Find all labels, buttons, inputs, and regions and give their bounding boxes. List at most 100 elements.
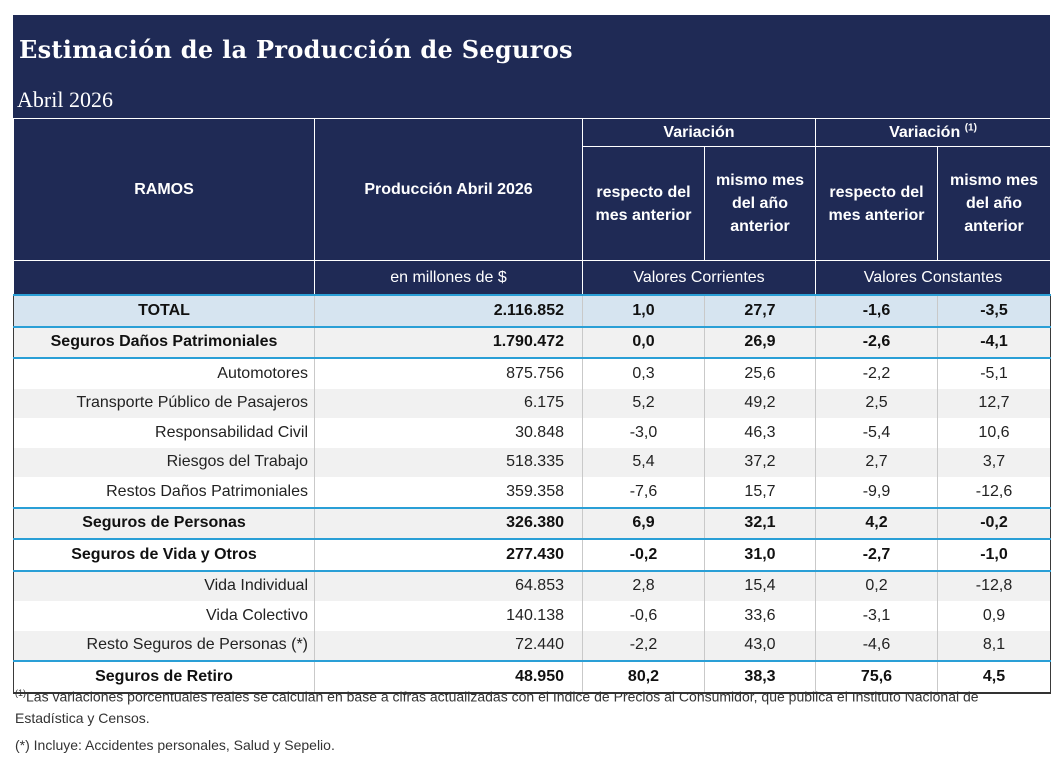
cell-real-mes: 2,7 — [815, 447, 938, 477]
cell-real-anio: 3,7 — [937, 447, 1051, 477]
footnotes: (1)Las variaciones porcentuales reales s… — [15, 683, 1045, 756]
cell-var-anio: 15,4 — [704, 569, 816, 601]
cell-real-anio: -0,2 — [937, 506, 1051, 539]
cell-real-anio: 8,1 — [937, 630, 1051, 661]
cell-var-mes: 6,9 — [582, 506, 705, 539]
footnote-2: (*) Incluye: Accidentes personales, Salu… — [15, 736, 335, 753]
cell-var-anio: 49,2 — [704, 388, 816, 418]
cell-var-mes: 2,8 — [582, 569, 705, 601]
cell-ramo: TOTAL — [13, 294, 315, 327]
group-header-variacion: Variación — [582, 118, 816, 147]
cell-real-mes: -2,7 — [815, 538, 938, 571]
col-header-ramos: RAMOS — [13, 118, 315, 261]
cell-produccion: 6.175 — [314, 388, 583, 418]
col-header-respecto-real: respecto del mes anterior — [815, 146, 938, 261]
cell-real-anio: -5,1 — [937, 357, 1051, 389]
cell-var-anio: 32,1 — [704, 506, 816, 539]
cell-real-mes: 4,2 — [815, 506, 938, 539]
cell-real-anio: 4,5 — [937, 660, 1051, 694]
table-row: Automotores 875.756 0,3 25,6 -2,2 -5,1 — [13, 357, 1051, 389]
cell-ramo: Responsabilidad Civil — [13, 418, 315, 448]
col-header-mismo: mismo mes del año anterior — [704, 146, 816, 261]
cell-produccion: 518.335 — [314, 447, 583, 477]
cell-var-mes: -3,0 — [582, 418, 705, 448]
report-header: Estimación de la Producción de Seguros A… — [13, 15, 1050, 118]
cell-ramo: Vida Individual — [13, 569, 315, 601]
cell-var-mes: 1,0 — [582, 294, 705, 327]
cell-real-anio: -1,0 — [937, 538, 1051, 571]
cell-produccion: 359.358 — [314, 477, 583, 508]
cell-var-anio: 38,3 — [704, 660, 816, 694]
cell-real-mes: -1,6 — [815, 294, 938, 327]
report-period: Abril 2026 — [17, 87, 113, 112]
cell-produccion: 72.440 — [314, 630, 583, 661]
cell-ramo: Riesgos del Trabajo — [13, 447, 315, 477]
cell-var-anio: 26,9 — [704, 325, 816, 358]
cell-real-mes: -5,4 — [815, 418, 938, 448]
cell-real-anio: 0,9 — [937, 601, 1051, 631]
cell-real-mes: -9,9 — [815, 477, 938, 508]
cell-var-mes: -7,6 — [582, 477, 705, 508]
cell-ramo: Seguros Daños Patrimoniales — [13, 325, 315, 358]
cell-var-mes: -2,2 — [582, 630, 705, 661]
cell-var-anio: 43,0 — [704, 630, 816, 661]
cell-var-anio: 37,2 — [704, 447, 816, 477]
table-row: Vida Individual 64.853 2,8 15,4 0,2 -12,… — [13, 569, 1051, 601]
table-row-group: Seguros Daños Patrimoniales 1.790.472 0,… — [13, 325, 1051, 358]
table-row-group: Seguros de Vida y Otros 277.430 -0,2 31,… — [13, 538, 1051, 571]
cell-var-mes: 0,0 — [582, 325, 705, 358]
cell-var-anio: 31,0 — [704, 538, 816, 571]
cell-produccion: 277.430 — [314, 538, 583, 571]
cell-produccion: 2.116.852 — [314, 294, 583, 327]
col-header-respecto: respecto del mes anterior — [582, 146, 705, 261]
unit-blank — [13, 260, 315, 296]
cell-produccion: 875.756 — [314, 357, 583, 389]
cell-real-mes: -2,2 — [815, 357, 938, 389]
table-row-total: TOTAL 2.116.852 1,0 27,7 -1,6 -3,5 — [13, 294, 1051, 327]
group-header-variacion-real: Variación (1) — [815, 118, 1051, 147]
cell-produccion: 48.950 — [314, 660, 583, 694]
cell-ramo: Resto Seguros de Personas (*) — [13, 630, 315, 661]
cell-var-anio: 46,3 — [704, 418, 816, 448]
cell-produccion: 1.790.472 — [314, 325, 583, 358]
cell-ramo: Seguros de Vida y Otros — [13, 538, 315, 571]
col-header-produccion: Producción Abril 2026 — [314, 118, 583, 261]
table-row: Vida Colectivo 140.138 -0,6 33,6 -3,1 0,… — [13, 601, 1051, 631]
footnote-1-mark: (1) — [15, 688, 26, 698]
table-row-group: Seguros de Personas 326.380 6,9 32,1 4,2… — [13, 506, 1051, 539]
cell-real-anio: -12,6 — [937, 477, 1051, 508]
cell-var-anio: 27,7 — [704, 294, 816, 327]
unit-millones: en millones de $ — [314, 260, 583, 296]
footnote-1: (1)Las variaciones porcentuales reales s… — [15, 683, 1045, 729]
cell-var-mes: 5,2 — [582, 388, 705, 418]
production-table: RAMOS Producción Abril 2026 Variación Va… — [13, 118, 1051, 694]
cell-ramo: Vida Colectivo — [13, 601, 315, 631]
cell-real-anio: 12,7 — [937, 388, 1051, 418]
table-row-group: Seguros de Retiro 48.950 80,2 38,3 75,6 … — [13, 660, 1051, 694]
cell-var-anio: 15,7 — [704, 477, 816, 508]
cell-produccion: 326.380 — [314, 506, 583, 539]
unit-constantes: Valores Constantes — [815, 260, 1051, 296]
cell-real-anio: -3,5 — [937, 294, 1051, 327]
cell-real-anio: 10,6 — [937, 418, 1051, 448]
cell-real-mes: -2,6 — [815, 325, 938, 358]
cell-var-anio: 25,6 — [704, 357, 816, 389]
cell-var-mes: 0,3 — [582, 357, 705, 389]
cell-real-mes: 0,2 — [815, 569, 938, 601]
group-header-variacion-real-label: Variación — [889, 124, 961, 141]
table-row: Transporte Público de Pasajeros 6.175 5,… — [13, 388, 1051, 418]
cell-real-mes: 2,5 — [815, 388, 938, 418]
cell-var-mes: -0,2 — [582, 538, 705, 571]
cell-ramo: Seguros de Personas — [13, 506, 315, 539]
footnote-1-text: Las variaciones porcentuales reales se c… — [15, 688, 979, 726]
cell-real-mes: 75,6 — [815, 660, 938, 694]
table-row: Responsabilidad Civil 30.848 -3,0 46,3 -… — [13, 418, 1051, 448]
cell-real-anio: -4,1 — [937, 325, 1051, 358]
cell-var-mes: 80,2 — [582, 660, 705, 694]
cell-var-mes: 5,4 — [582, 447, 705, 477]
cell-ramo: Transporte Público de Pasajeros — [13, 388, 315, 418]
cell-ramo: Restos Daños Patrimoniales — [13, 477, 315, 508]
table-row: Restos Daños Patrimoniales 359.358 -7,6 … — [13, 477, 1051, 508]
report-title: Estimación de la Producción de Seguros — [19, 35, 573, 64]
cell-var-mes: -0,6 — [582, 601, 705, 631]
